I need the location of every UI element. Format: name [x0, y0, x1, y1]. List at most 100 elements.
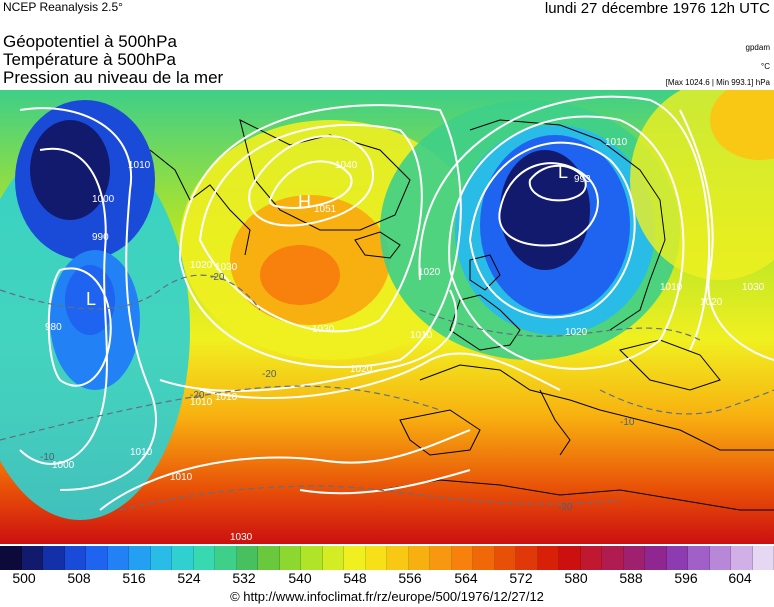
low-pressure-marker: L: [86, 289, 96, 309]
isobar-label: 1020: [565, 327, 588, 338]
pressure-centers: H 1051 L 993 L: [86, 162, 591, 309]
colorbar-swatch: [537, 546, 559, 570]
colorbar-swatch: [408, 546, 430, 570]
colorbar-swatch: [129, 546, 151, 570]
colorbar-tick-label: 540: [288, 570, 312, 586]
temp-labels: -20 -20 -20 -10 -20 -10: [40, 272, 635, 513]
isobar-label: 1020: [700, 297, 723, 308]
isobar-label: 1030: [312, 324, 335, 335]
colorbar-swatch: [430, 546, 452, 570]
title-pressure: Pression au niveau de la mer: [3, 68, 224, 87]
isobar-label: 1040: [335, 160, 358, 171]
unit-pressure-range: [Max 1024.6 | Min 993.1] hPa: [665, 78, 770, 87]
colorbar-swatch: [623, 546, 645, 570]
isobar-label: 1030: [230, 532, 253, 543]
colorbar-swatch: [494, 546, 516, 570]
isobar-label: 1010: [128, 160, 151, 171]
isotherm-label: -20: [262, 369, 277, 380]
colorbar-swatch: [193, 546, 215, 570]
colorbar-swatch: [0, 546, 22, 570]
isotherm-label: -20: [558, 502, 573, 513]
title-geopotential: Géopotentiel à 500hPa: [3, 32, 177, 51]
colorbar-swatch: [666, 546, 688, 570]
colorbar: [0, 546, 774, 570]
isotherm-label: -20: [210, 272, 225, 283]
colorbar-swatch: [688, 546, 710, 570]
colorbar-swatch: [258, 546, 280, 570]
colorbar-swatch: [645, 546, 667, 570]
weather-map: 1010 1000 990 1040 1030 1030 1020 1020 1010 1030 1…: [0, 80, 774, 544]
colorbar-tick-label: 604: [728, 570, 752, 586]
map-canvas: 1010100099010401030103010201020101010301…: [0, 80, 774, 544]
colorbar-swatch: [279, 546, 301, 570]
isobar-label: 1030: [742, 282, 765, 293]
colorbar-tick-label: 588: [619, 570, 643, 586]
colorbar-swatch: [86, 546, 108, 570]
colorbar-swatch: [150, 546, 172, 570]
colorbar-swatch: [43, 546, 65, 570]
isobar-label: 1010: [605, 137, 628, 148]
low-pressure-marker: L: [558, 162, 568, 182]
colorbar-swatch: [215, 546, 237, 570]
colorbar-swatch: [344, 546, 366, 570]
isotherm-label: -10: [620, 417, 635, 428]
title-temperature: Température à 500hPa: [3, 50, 176, 69]
isobar-label: 1010: [410, 330, 433, 341]
colorbar-tick-label: 532: [232, 570, 256, 586]
colorbar-swatch: [64, 546, 86, 570]
isobar-labels: 1010100099010401030103010201020101010301…: [45, 137, 765, 543]
isotherm-label: -10: [40, 452, 55, 463]
colorbar-swatch: [107, 546, 129, 570]
temperature-isotherms: [0, 274, 774, 511]
isobar-label: 1030: [215, 262, 238, 273]
colorbar-swatch: [365, 546, 387, 570]
colorbar-swatch: [580, 546, 602, 570]
isobar-label: 1000: [52, 460, 75, 471]
isobar-label: 1020: [190, 260, 213, 271]
colorbar-swatch: [172, 546, 194, 570]
colorbar-swatch: [21, 546, 43, 570]
geopotential-field: [0, 80, 774, 520]
colorbar-tick-label: 556: [398, 570, 422, 586]
colorbar-tick-label: 580: [564, 570, 588, 586]
colorbar-tick-label: 508: [67, 570, 91, 586]
colorbar-tick-label: 548: [343, 570, 367, 586]
high-pressure-marker: H: [298, 192, 311, 212]
isobar-label: 1010: [170, 472, 193, 483]
colorbar-swatch: [236, 546, 258, 570]
colorbar-swatch: [731, 546, 753, 570]
isobar-label: 1010: [215, 392, 238, 403]
colorbar-tick-label: 524: [177, 570, 201, 586]
colorbar-swatch: [516, 546, 538, 570]
isobar-label: 1010: [190, 397, 213, 408]
isobar-label: 980: [45, 322, 62, 333]
isobar-label: 1010: [130, 447, 153, 458]
colorbar-swatch: [451, 546, 473, 570]
credit-link[interactable]: © http://www.infoclimat.fr/rz/europe/500…: [230, 589, 544, 604]
colorbar-swatch: [322, 546, 344, 570]
unit-gpdam: gpdam: [745, 43, 770, 52]
colorbar-swatch: [709, 546, 731, 570]
isobar-label: 1020: [418, 267, 441, 278]
isotherm-label: -20: [190, 390, 205, 401]
colorbar-swatch: [301, 546, 323, 570]
isobar-label: 1000: [92, 194, 115, 205]
data-source: NCEP Reanalysis 2.5°: [3, 0, 123, 14]
unit-celsius: °C: [761, 62, 770, 71]
isobar-label: 990: [92, 232, 109, 243]
colorbar-tick-label: 500: [12, 570, 36, 586]
colorbar-tick-label: 516: [122, 570, 146, 586]
isobars: [19, 95, 774, 511]
colorbar-tick-label: 572: [509, 570, 533, 586]
colorbar-swatch: [602, 546, 624, 570]
colorbar-ticks: 500 508 516 524 532 540 548 556 564 572 580 588 596 6…: [0, 570, 774, 590]
colorbar-swatch: [752, 546, 774, 570]
colorbar-swatch: [559, 546, 581, 570]
pressure-center-value: 1051: [314, 204, 337, 215]
colorbar-swatch: [473, 546, 495, 570]
pressure-center-value: 993: [574, 174, 591, 185]
colorbar-tick-label: 596: [674, 570, 698, 586]
colorbar-tick-label: 564: [454, 570, 478, 586]
colorbar-swatch: [387, 546, 409, 570]
isobar-label: 1020: [350, 364, 373, 375]
